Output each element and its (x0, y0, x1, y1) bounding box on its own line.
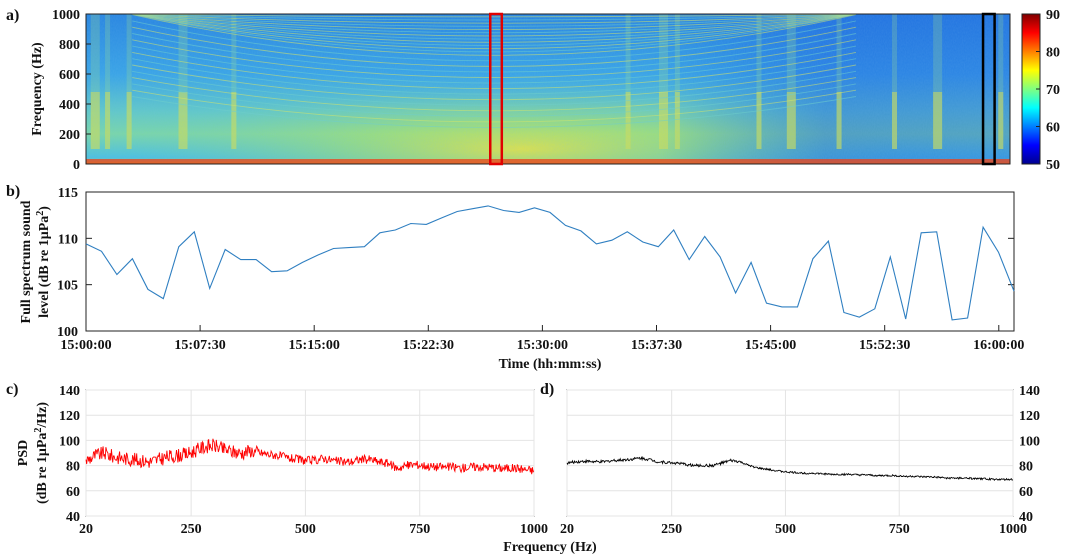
panel-d-ytick-label: 60 (1019, 485, 1033, 500)
panel-a-ytick-label: 0 (73, 158, 80, 173)
panel-a-ytick-label: 200 (59, 128, 80, 143)
panel-b-xtick-label: 15:07:30 (174, 338, 225, 353)
panel-d-ytick-label: 80 (1019, 460, 1033, 475)
spectrogram-noise (86, 14, 1010, 164)
panel-b-xlabel: Time (hh:mm:ss) (499, 357, 602, 372)
panel-b-xtick-label: 15:52:30 (859, 338, 910, 353)
panel-c-label: c) (6, 381, 18, 398)
panel-d-ytick-label: 100 (1019, 434, 1040, 449)
panel-d-xtick-label: 750 (889, 522, 910, 537)
panel-d-xtick-label: 1000 (999, 522, 1027, 537)
panel-c-ylabel-line2: (dB re 1μPa2/Hz) (33, 402, 51, 504)
panel-b-xtick-label: 15:22:30 (403, 338, 454, 353)
panel-c-frame (85, 389, 535, 517)
panel-d-xtick-label: 500 (775, 522, 796, 537)
panel-b-xtick-label: 15:45:00 (745, 338, 796, 353)
panel-c-series (85, 438, 535, 475)
panel-b-label: b) (6, 183, 20, 200)
shared-frequency-xlabel: Frequency (Hz) (503, 540, 597, 555)
panel-b-line (85, 205, 1015, 321)
panel-c-ylabel-line1: PSD (16, 440, 31, 466)
panel-c-ytick-label: 140 (59, 384, 80, 399)
panel-c-xtick-label: 750 (409, 522, 430, 537)
panel-c-xtick-label: 500 (295, 522, 316, 537)
panel-d-ytick-label: 140 (1019, 384, 1040, 399)
spectrogram (86, 14, 1010, 164)
colorbar-tick-label: 70 (1046, 83, 1060, 98)
highlight-box-black (981, 12, 996, 166)
panel-d-xtick-label: 20 (560, 522, 574, 537)
panel-c-xtick-label: 1000 (520, 522, 548, 537)
panel-b-frame (85, 191, 1015, 332)
panel-d-xtick-label: 250 (661, 522, 682, 537)
panel-d-line (566, 456, 1014, 481)
panel-a: 0 200 400 600 800 1000 Frequency (Hz) a) 50 60… (6, 7, 1060, 173)
panel-a-label: a) (6, 7, 19, 24)
spectrogram-low-frequency-band (86, 159, 1010, 164)
panel-a-ytick-label: 400 (59, 98, 80, 113)
panel-c: 20 250 500 750 1000 40 60 80 100 120 140 PSD (dB r… (6, 381, 548, 537)
colorbar-tick-label: 50 (1046, 158, 1060, 173)
panel-b-xtick-label: 16:00:00 (973, 338, 1024, 353)
panel-a-y-ticks: 0 200 400 600 800 1000 (52, 8, 91, 173)
colorbar-tick-label: 60 (1046, 121, 1060, 136)
panel-c-ticks: 20 250 500 750 1000 40 60 80 100 120 140 (59, 384, 548, 537)
colorbar-tick-label: 80 (1046, 46, 1060, 61)
panel-d-ytick-label: 120 (1019, 409, 1040, 424)
panel-c-line (85, 438, 535, 475)
highlight-box-red (489, 12, 504, 166)
panel-d-ytick-label: 40 (1019, 510, 1033, 525)
panel-c-ytick-label: 40 (66, 510, 80, 525)
panel-a-ylabel: Frequency (Hz) (30, 42, 45, 136)
panel-c-ytick-label: 120 (59, 409, 80, 424)
panel-d-series (566, 456, 1014, 481)
panel-c-xtick-label: 250 (181, 522, 202, 537)
panel-c-ytick-label: 100 (59, 434, 80, 449)
panel-b-xtick-label: 15:15:00 (289, 338, 340, 353)
colorbar-ticks: 50 60 70 80 90 (1036, 8, 1060, 173)
panel-b-xtick-label: 15:00:00 (60, 338, 111, 353)
panel-b-xtick-label: 15:30:00 (517, 338, 568, 353)
panel-a-ytick-label: 600 (59, 68, 80, 83)
panel-b-xtick-label: 15:37:30 (631, 338, 682, 353)
panel-d-label: d) (540, 381, 554, 398)
panel-a-ytick-label: 1000 (52, 8, 80, 23)
panel-b-series (85, 205, 1015, 321)
panel-b-ytick-label: 115 (58, 186, 78, 201)
panel-b-ytick-label: 110 (58, 232, 78, 247)
panel-a-frame (85, 13, 1011, 165)
panel-c-grid (85, 389, 535, 517)
panel-d-frame (566, 389, 1014, 517)
panel-a-ytick-label: 800 (59, 38, 80, 53)
panel-d-grid (566, 389, 1014, 517)
panel-c-xtick-label: 20 (79, 522, 93, 537)
panel-b: 100 105 110 115 15:00:00 15:07:30 15:15:00 15:2… (6, 183, 1024, 372)
panel-c-ytick-label: 60 (66, 485, 80, 500)
panel-b-ylabel-line2: level (dB re 1μPa2) (35, 206, 53, 318)
panel-b-ytick-label: 105 (57, 279, 78, 294)
colorbar-tick-label: 90 (1046, 8, 1060, 23)
panel-b-ytick-label: 100 (57, 325, 78, 340)
panel-b-ticks: 100 105 110 115 15:00:00 15:07:30 15:15:00 15:2… (57, 186, 1024, 353)
panel-b-ylabel-line1: Full spectrum sound (19, 200, 34, 323)
panel-c-ytick-label: 80 (66, 460, 80, 475)
